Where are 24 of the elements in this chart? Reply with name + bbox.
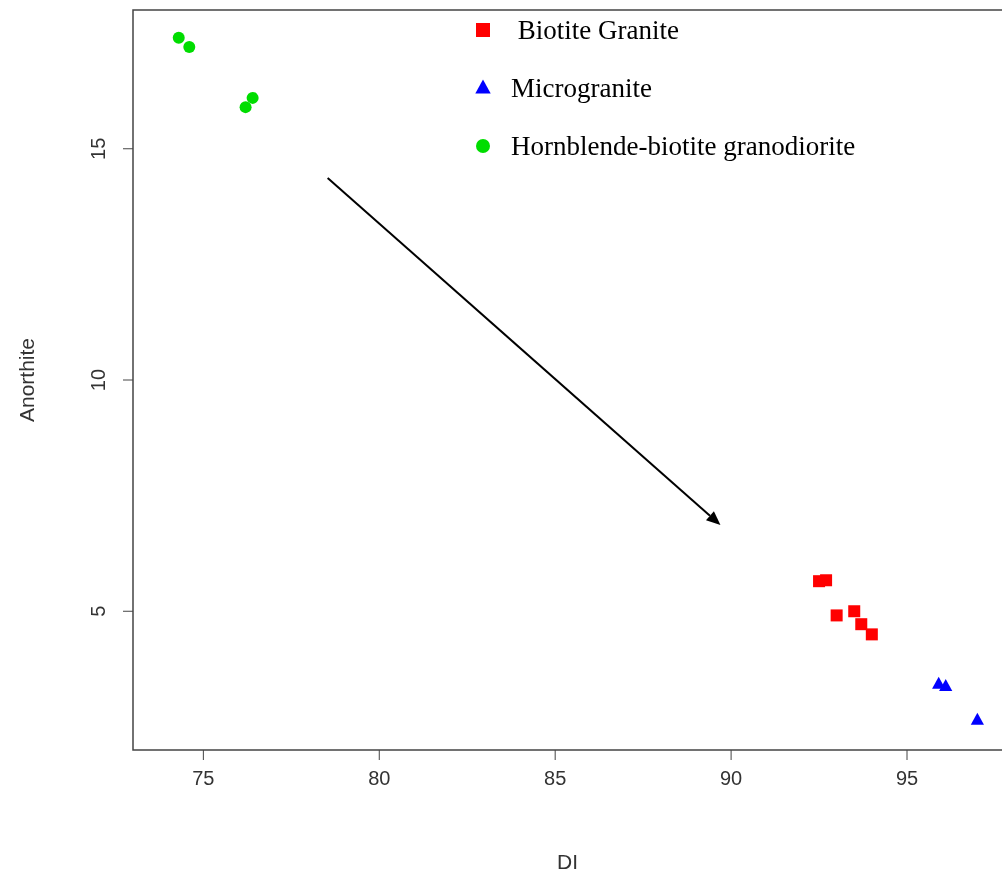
point [820,574,833,587]
point [939,678,953,691]
legend-label: Biotite Granite [511,15,679,45]
x-tick-label: 95 [895,767,919,789]
point [246,91,259,104]
x-tick-label: 75 [192,767,215,789]
y-tick-label: 10 [87,368,109,392]
x-tick-label: 80 [368,767,391,789]
y-axis-title: Anorthite [15,337,38,423]
y-tick-label: 15 [87,137,109,160]
point [855,618,868,631]
legend-label: Hornblende-biotite granodiorite [511,131,856,161]
x-axis-title: DI [557,850,578,873]
x-tick-label: 85 [544,767,567,789]
point [172,31,185,44]
point [239,101,252,114]
x-tick-label: 90 [719,767,743,789]
point [865,628,878,641]
point [830,609,843,622]
point [970,712,984,725]
y-tick-label: 5 [87,605,109,617]
point [848,605,861,618]
point [183,41,196,53]
legend-label: Microgranite [511,73,652,103]
